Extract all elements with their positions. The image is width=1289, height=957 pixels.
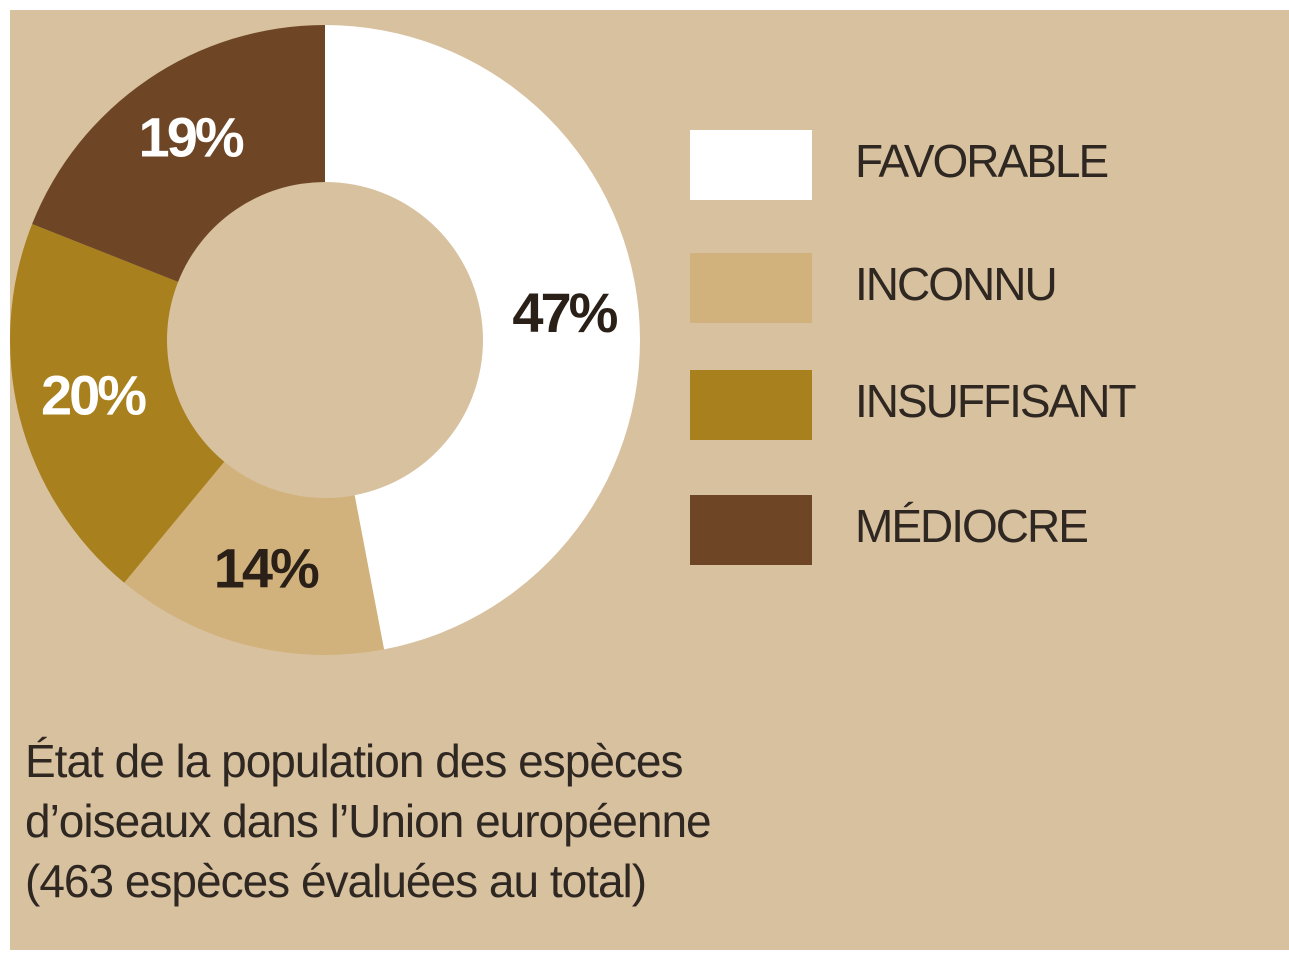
- caption-line: (463 espèces évaluées au total): [25, 855, 646, 907]
- legend-label: FAVORABLE: [855, 135, 1107, 187]
- legend-label: INCONNU: [855, 258, 1056, 310]
- value-label: 14%: [214, 536, 319, 599]
- caption-line: État de la population des espèces: [25, 735, 683, 787]
- value-label: 20%: [41, 363, 146, 426]
- donut-segment: [124, 461, 385, 655]
- legend-swatch: [690, 495, 812, 565]
- value-label: 19%: [139, 105, 244, 168]
- legend-label: MÉDIOCRE: [855, 500, 1087, 552]
- legend-swatch: [690, 130, 812, 200]
- caption-line: d’oiseaux dans l’Union européenne: [25, 795, 711, 847]
- legend-swatch: [690, 253, 812, 323]
- donut-segment: [10, 224, 225, 583]
- donut-segment: [325, 25, 641, 650]
- legend-swatch: [690, 370, 812, 440]
- donut-segment: [32, 25, 325, 282]
- value-label: 47%: [512, 281, 617, 344]
- legend-label: INSUFFISANT: [855, 375, 1136, 427]
